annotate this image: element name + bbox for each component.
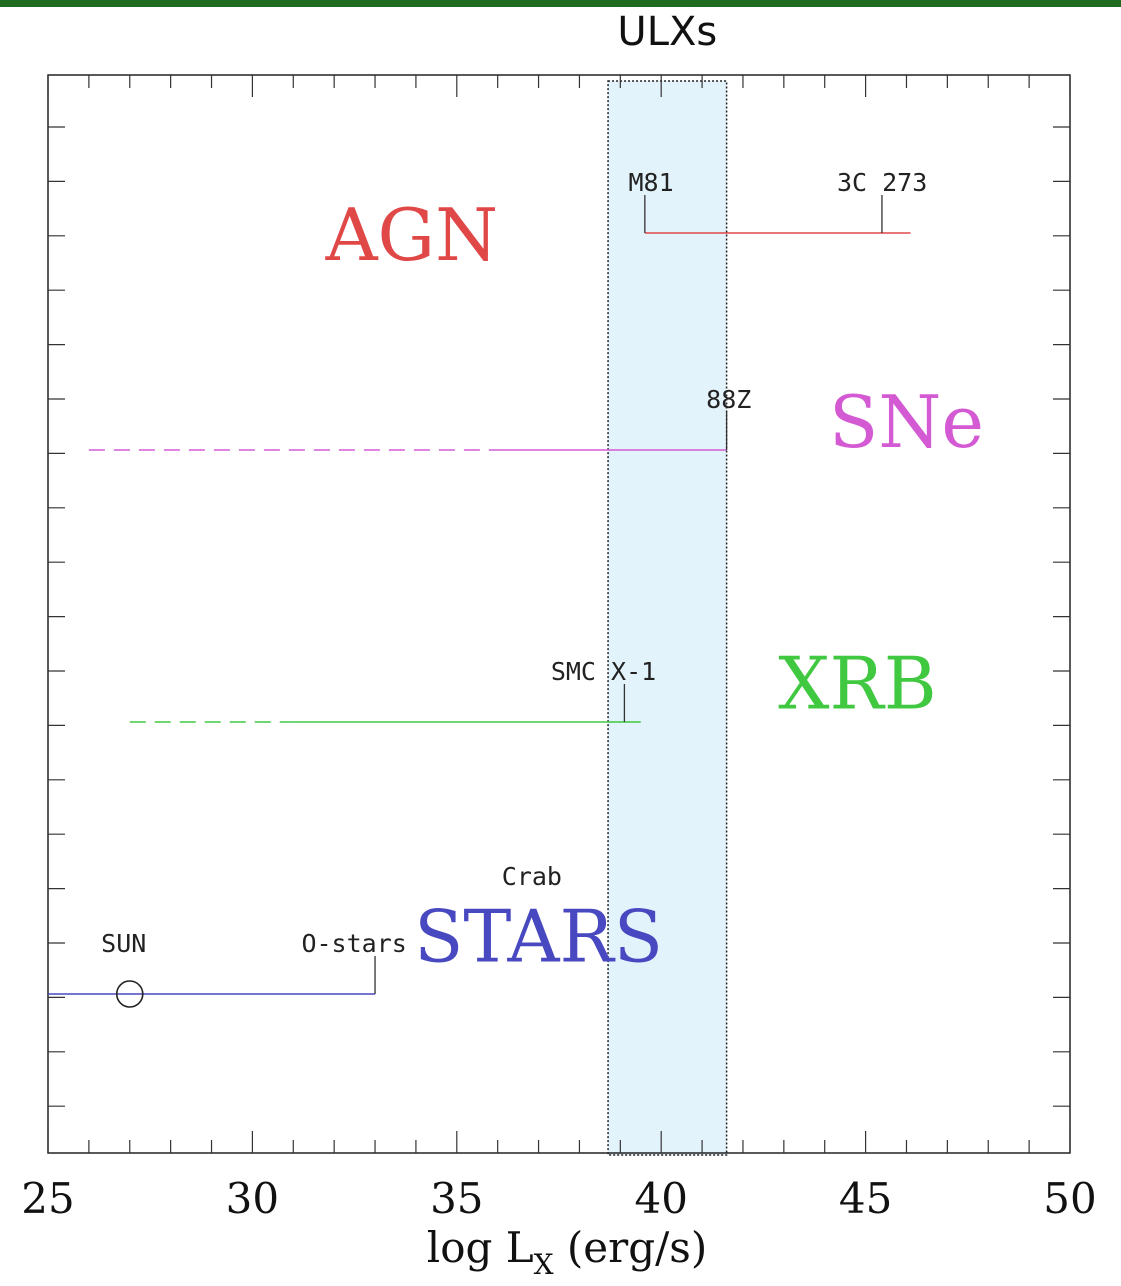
x-tick-label: 30 (226, 1174, 279, 1223)
plot-background (48, 75, 1070, 1153)
class-label-sne: SNe (829, 380, 984, 464)
source-label-m81: M81 (628, 168, 673, 197)
source-label-3c-273: 3C 273 (837, 168, 927, 197)
source-label-88z: 88Z (706, 385, 751, 414)
x-tick-label: 50 (1043, 1174, 1096, 1223)
top-green-bar (0, 0, 1121, 7)
x-axis-label-subscript: X (534, 1248, 554, 1281)
x-axis-label-unit: (erg/s) (554, 1223, 708, 1272)
class-label-agn: AGN (325, 193, 499, 277)
source-circle-sun (115, 980, 144, 1008)
source-label-smc-x-1: SMC X-1 (551, 657, 656, 686)
class-label-xrb: XRB (778, 641, 936, 725)
ulx-band (607, 80, 728, 1156)
ulx-band-label: ULXs (617, 9, 717, 55)
plot-frame (47, 74, 1071, 1154)
x-axis-label-main: log L (427, 1223, 534, 1272)
source-label-sun: SUN (101, 929, 146, 958)
x-tick-label: 25 (21, 1174, 74, 1223)
source-label-o-stars: O-stars (301, 929, 406, 958)
class-label-stars: STARS (414, 894, 663, 978)
x-tick-label: 40 (634, 1174, 687, 1223)
x-tick-label: 35 (430, 1174, 483, 1223)
x-axis-label: log LX (erg/s) (427, 1223, 707, 1281)
source-label-crab: Crab (502, 862, 562, 891)
x-tick-label: 45 (839, 1174, 892, 1223)
